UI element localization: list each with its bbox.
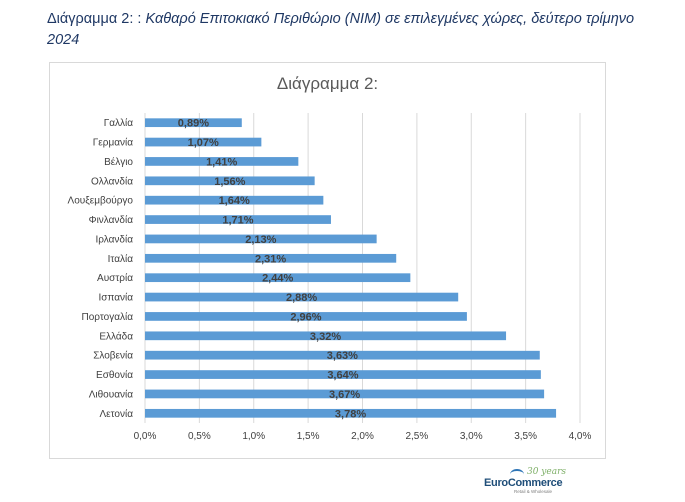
chart-title: Διάγραμμα 2:	[276, 74, 379, 93]
y-category-label: Ιταλία	[108, 253, 134, 265]
bar	[145, 312, 467, 321]
y-category-label: Ιρλανδία	[96, 233, 134, 245]
bar	[145, 234, 377, 244]
data-label: 1,64%	[219, 195, 250, 207]
bar	[145, 215, 331, 224]
bar	[145, 273, 411, 283]
data-label: 1,41%	[206, 156, 237, 168]
bar	[145, 370, 541, 379]
eurocommerce-logo: 30 years EuroCommerce Retail & Wholesale	[484, 467, 574, 497]
bar	[145, 118, 242, 128]
y-category-label: Εσθονία	[96, 369, 133, 381]
data-label: 2,88%	[286, 292, 317, 304]
bar	[145, 157, 299, 166]
bar	[145, 331, 507, 341]
data-label: 1,56%	[214, 176, 245, 188]
y-category-label: Γαλλία	[104, 117, 134, 129]
figure-caption: Καθαρό Επιτοκιακό Περιθώριο (NIM) σε επι…	[47, 11, 635, 48]
y-category-label: Γερμανία	[93, 137, 133, 149]
logo-name: EuroCommerce	[484, 477, 563, 489]
data-label: 3,63%	[327, 350, 358, 362]
data-label: 2,96%	[290, 311, 321, 323]
y-category-label: Φινλανδία	[89, 214, 134, 226]
bar	[145, 253, 397, 263]
y-category-label: Λιθουανία	[89, 388, 133, 400]
data-label: 2,31%	[255, 253, 286, 265]
bar-chart: 0,0% 0,5% 1,0% 1,5% 2,0% 2,5% 3,0% 3,5% 4,0% Γαλλ…	[68, 113, 592, 442]
x-tick-label: 1,5%	[297, 431, 320, 442]
y-category-label: Αυστρία	[97, 272, 133, 284]
bar	[145, 195, 324, 205]
y-category-label: Ισπανία	[99, 292, 134, 304]
x-tick-label: 3,0%	[460, 431, 483, 442]
x-tick-label: 4,0%	[569, 431, 592, 442]
x-tick-label: 0,5%	[188, 431, 211, 442]
bar	[145, 292, 459, 302]
data-label: 1,71%	[222, 215, 253, 227]
bar	[145, 389, 545, 399]
logo-arc-icon	[510, 469, 524, 480]
data-label: 3,78%	[335, 408, 366, 420]
logo-tagline: Retail & Wholesale	[514, 489, 553, 494]
data-label: 2,44%	[262, 273, 293, 285]
data-label: 3,67%	[329, 389, 360, 401]
data-label: 3,32%	[310, 331, 341, 343]
data-label: 0,89%	[178, 118, 209, 130]
bar	[145, 137, 262, 147]
bar	[145, 408, 557, 418]
y-category-label: Σλοβενία	[93, 350, 133, 362]
data-label: 1,07%	[188, 137, 219, 149]
y-category-label: Ολλανδία	[91, 175, 133, 187]
figure-number: Διάγραμμα 2: :	[47, 11, 146, 27]
x-tick-label: 1,0%	[242, 431, 265, 442]
chart-frame: Διάγραμμα 2: 0,0% 0,5% 1,0% 1,5% 2,0% 2,5% 3,0…	[49, 62, 606, 459]
bar	[145, 176, 315, 186]
bar	[145, 350, 540, 360]
y-category-label: Λουξεμβούργο	[68, 195, 134, 207]
y-category-label: Ελλάδα	[99, 330, 133, 342]
y-category-label: Βέλγιο	[104, 156, 133, 168]
data-label: 3,64%	[327, 370, 358, 382]
x-tick-label: 2,5%	[405, 431, 428, 442]
x-tick-label: 3,5%	[514, 431, 537, 442]
x-tick-label: 2,0%	[351, 431, 374, 442]
data-label: 2,13%	[245, 234, 276, 246]
x-tick-label: 0,0%	[134, 431, 157, 442]
logo-years: 30 years	[526, 467, 566, 477]
document-title: Διάγραμμα 2: : Καθαρό Επιτοκιακό Περιθώρ…	[47, 9, 647, 51]
y-category-label: Πορτογαλία	[82, 311, 134, 323]
y-category-label: Λετονία	[99, 408, 133, 420]
